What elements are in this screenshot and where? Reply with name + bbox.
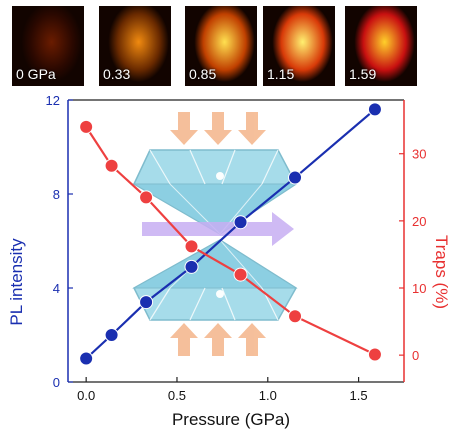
- data-point-right: [288, 309, 303, 324]
- y-left-tick-label: 0: [53, 375, 60, 390]
- data-point-right: [104, 158, 119, 173]
- data-point-left: [104, 328, 119, 342]
- top-arrow-3: [238, 112, 266, 145]
- pl-glow-0: [12, 6, 84, 86]
- axes-frame: [67, 99, 405, 383]
- y-right-tick-label: 10: [412, 281, 426, 296]
- data-point-right: [367, 347, 382, 362]
- data-point-right: [79, 119, 94, 134]
- left-axis-ticks: 0 4 8 12: [46, 93, 73, 390]
- data-point-right: [139, 190, 154, 205]
- pl-image-3: 1.15: [263, 6, 335, 86]
- pl-glow-1: [99, 6, 171, 86]
- right-axis-ticks: 0 10 20 30: [399, 147, 426, 363]
- y-right-tick-label: 0: [412, 348, 419, 363]
- pl-image-strip: 0 GPa 0.33 0.85 1.15 1.59: [0, 0, 453, 92]
- pl-image-label-2: 0.85: [189, 66, 217, 82]
- upper-diamond: [132, 149, 298, 235]
- y-right-tick-label: 20: [412, 214, 426, 229]
- data-point-right: [233, 267, 248, 282]
- data-point-left: [233, 215, 248, 230]
- y-left-tick-label: 12: [46, 93, 60, 108]
- top-arrow-1: [170, 112, 198, 145]
- pl-image-label-4: 1.59: [349, 66, 377, 82]
- diamond-anvil-illustration: [132, 112, 298, 356]
- x-tick-label: 0.0: [77, 388, 95, 403]
- x-tick-label: 1.0: [259, 388, 277, 403]
- bottom-arrow-3: [238, 323, 266, 356]
- pl-image-4: 1.59: [345, 6, 417, 86]
- pl-image-0: 0 GPa: [12, 6, 84, 86]
- series-layer: [79, 102, 382, 366]
- bottom-arrow-1: [170, 323, 198, 356]
- data-point-left: [79, 351, 94, 366]
- pl-image-label-3: 1.15: [267, 66, 295, 82]
- y-left-tick-label: 8: [53, 187, 60, 202]
- data-point-left: [139, 295, 154, 310]
- x-axis-title: Pressure (GPa): [172, 410, 290, 429]
- top-pressure-arrows: [170, 112, 266, 145]
- pl-glow-3: [263, 6, 335, 86]
- data-point-right: [184, 239, 199, 254]
- y-axis-right-title: Traps (%): [432, 235, 451, 309]
- horizontal-arrow: [142, 212, 294, 246]
- pl-image-label-0: 0 GPa: [16, 66, 56, 82]
- x-tick-label: 0.5: [168, 388, 186, 403]
- pl-glow-4: [345, 6, 417, 86]
- bottom-pressure-arrows: [170, 323, 266, 356]
- data-point-left: [367, 102, 382, 117]
- lower-diamond: [132, 239, 298, 321]
- y-axis-left-title: PL intensity: [7, 238, 26, 326]
- bottom-arrow-2: [204, 323, 232, 356]
- y-right-tick-label: 30: [412, 147, 426, 162]
- pl-image-label-1: 0.33: [103, 66, 131, 82]
- data-point-left: [184, 259, 199, 274]
- y-left-tick-label: 4: [53, 281, 60, 296]
- pl-image-2: 0.85: [185, 6, 257, 86]
- pl-image-1: 0.33: [99, 6, 171, 86]
- top-arrow-2: [204, 112, 232, 145]
- x-axis-ticks: 0.0 0.5 1.0 1.5: [77, 377, 368, 403]
- x-tick-label: 1.5: [350, 388, 368, 403]
- pl-glow-2: [185, 6, 257, 86]
- data-point-left: [288, 170, 303, 185]
